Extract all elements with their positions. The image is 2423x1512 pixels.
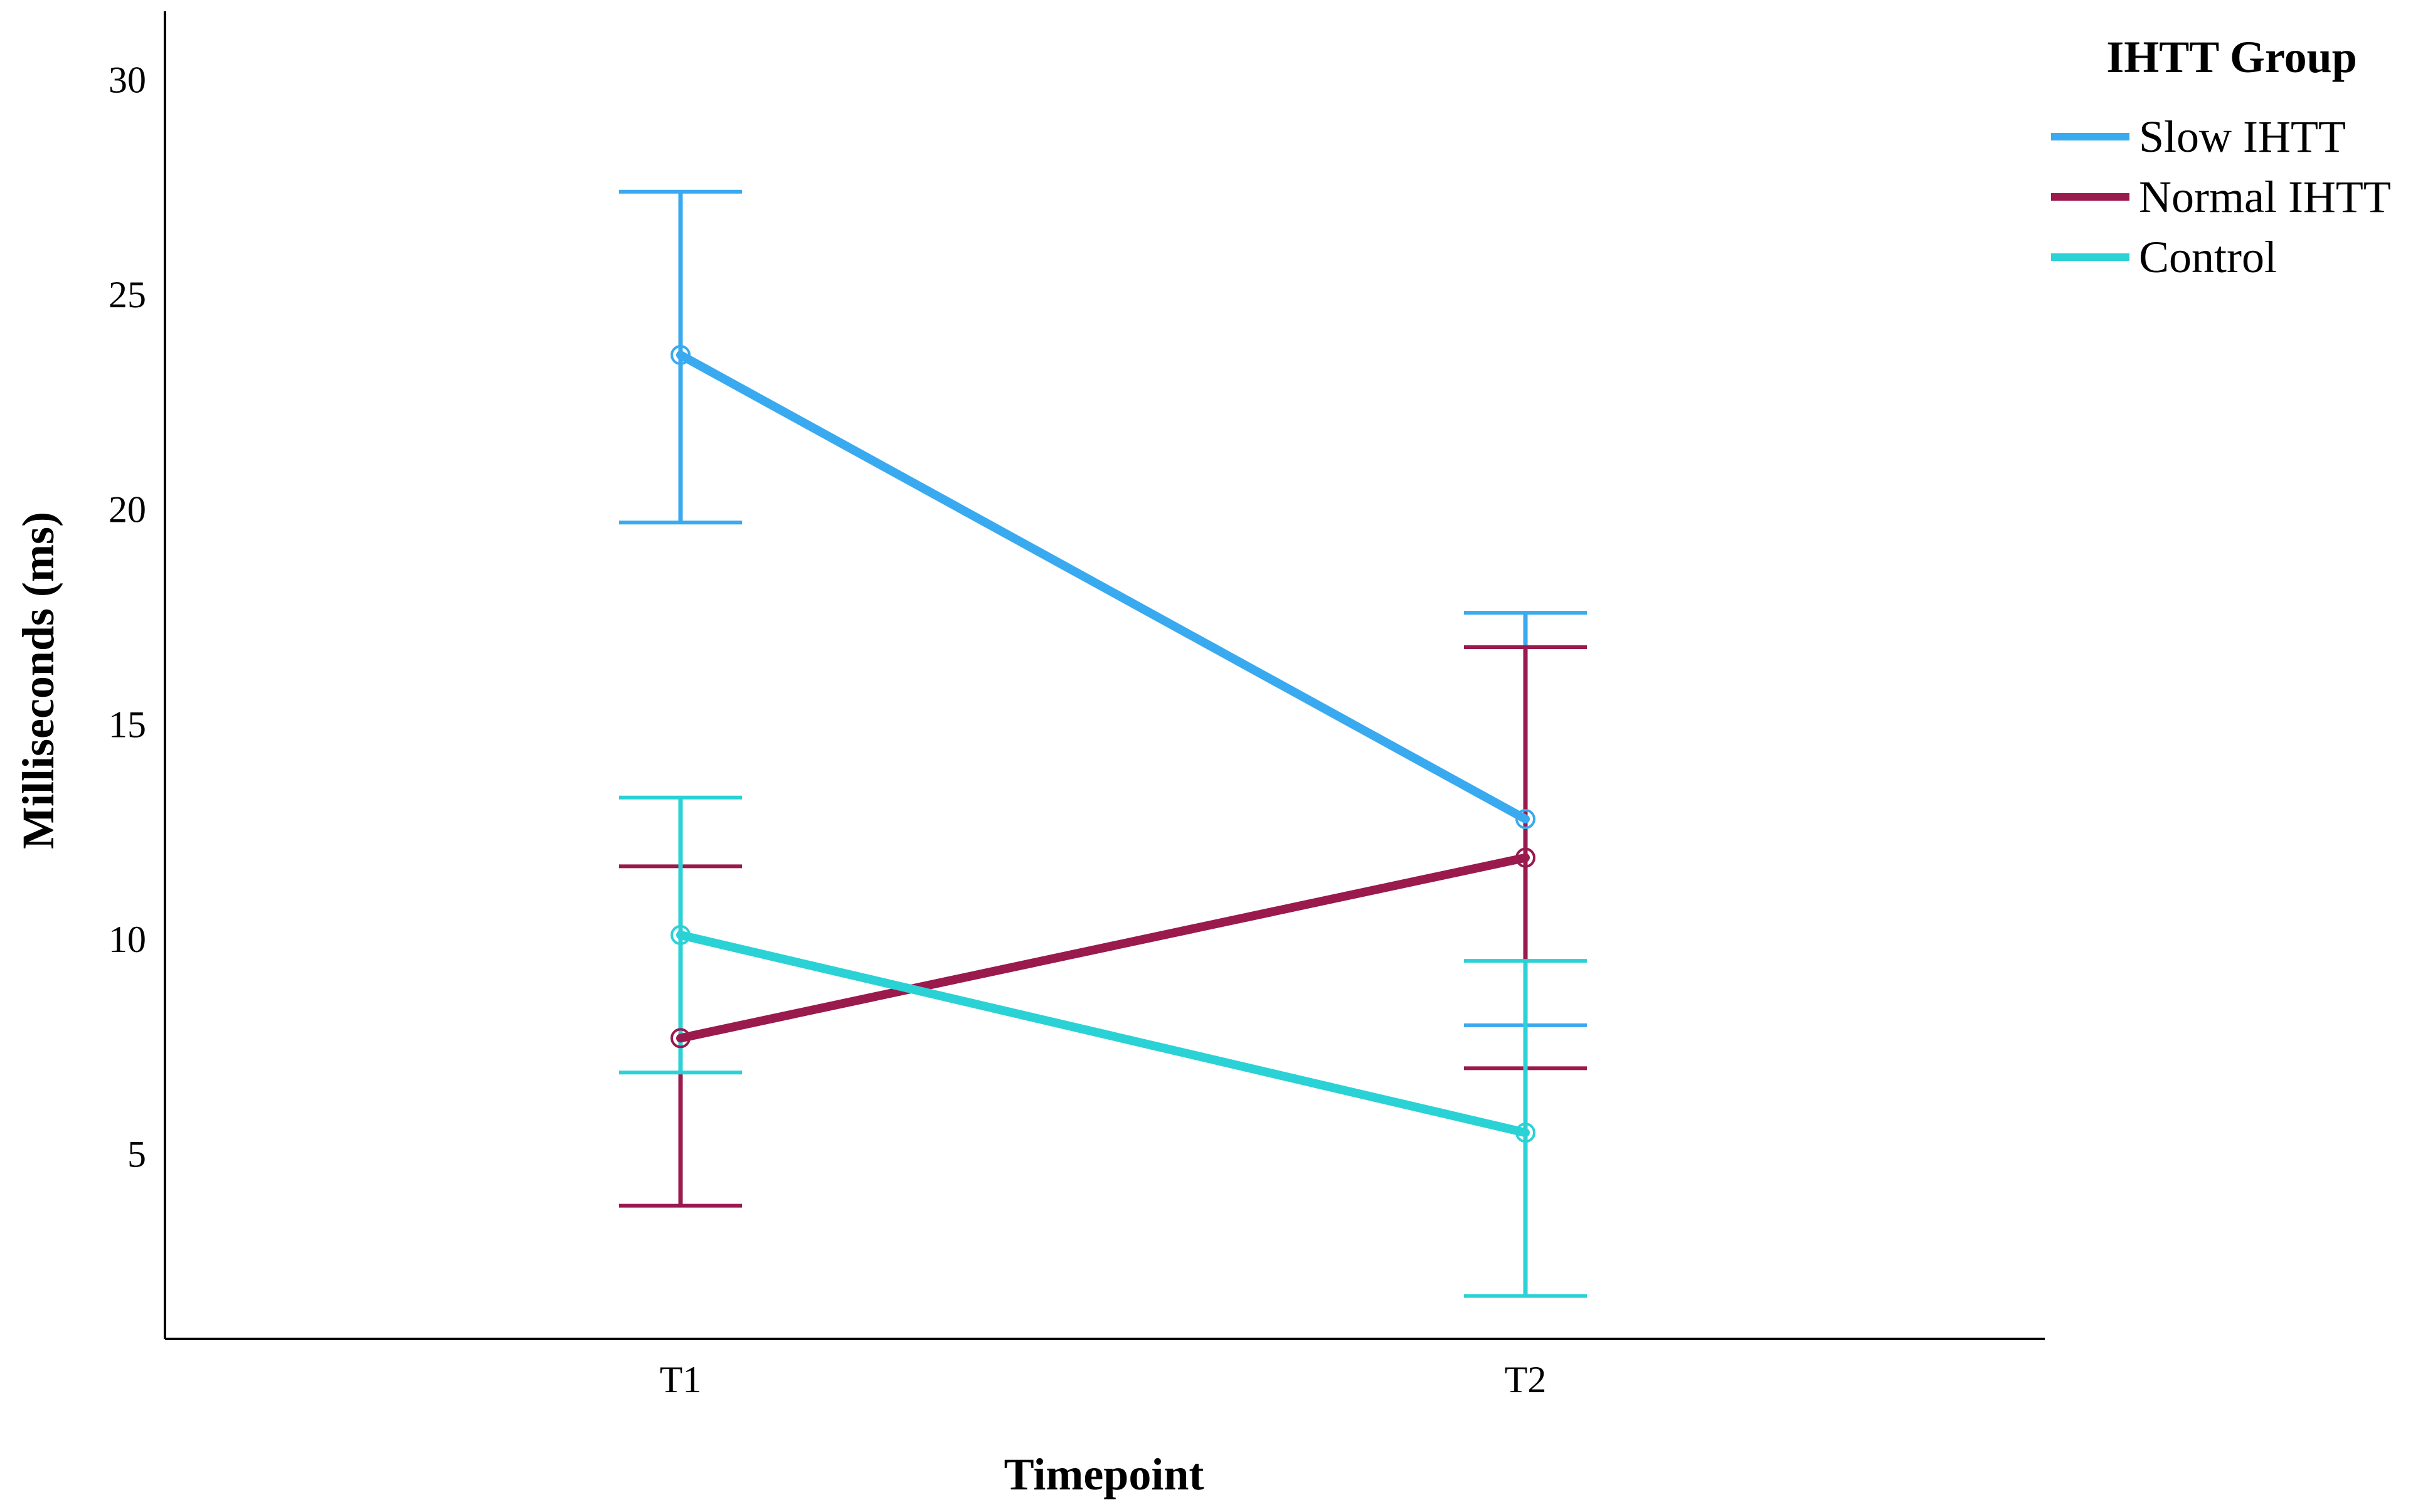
data-point-marker bbox=[671, 924, 691, 945]
legend-label: Normal IHTT bbox=[2139, 172, 2391, 222]
axes: 5 10 15 20 25 30 T1 T2 Timepoint Milliseconds (ms… bbox=[13, 11, 2045, 1499]
data-point-marker bbox=[1515, 1123, 1535, 1143]
x-tick-label: T2 bbox=[1505, 1359, 1547, 1400]
error-bars bbox=[619, 189, 1587, 1298]
data-point-marker bbox=[671, 345, 691, 366]
data-point-marker bbox=[671, 1028, 691, 1049]
data-points bbox=[671, 345, 1535, 1143]
y-tick-label: 10 bbox=[109, 919, 146, 960]
series-lines bbox=[676, 351, 1530, 1138]
y-tick-label: 5 bbox=[127, 1133, 146, 1175]
series-line bbox=[676, 853, 1530, 1043]
y-tick-label: 20 bbox=[109, 489, 146, 531]
legend-title: IHTT Group bbox=[2106, 32, 2357, 82]
x-axis-title: Timepoint bbox=[1004, 1449, 1204, 1499]
y-tick-label: 15 bbox=[109, 704, 146, 745]
legend-label: Slow IHTT bbox=[2139, 112, 2346, 162]
data-point-marker bbox=[1515, 847, 1535, 868]
legend-label: Control bbox=[2139, 232, 2277, 282]
legend: IHTT Group Slow IHTT Normal IHTT Control bbox=[2051, 32, 2391, 282]
y-axis-title: Milliseconds (ms) bbox=[13, 512, 63, 849]
series-line bbox=[676, 351, 1530, 824]
x-tick-label: T1 bbox=[660, 1359, 702, 1400]
y-tick-label: 25 bbox=[109, 274, 146, 315]
data-point-marker bbox=[1515, 809, 1535, 830]
series-line bbox=[676, 930, 1530, 1138]
y-tick-label: 30 bbox=[109, 60, 146, 101]
